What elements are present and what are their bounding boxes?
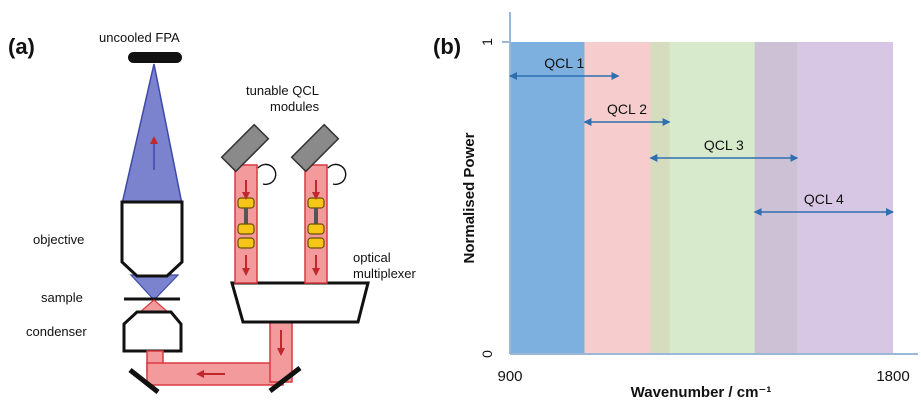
range-label-qcl-3: QCL 3 [704,137,744,153]
imaging-beam-lower [129,274,180,301]
multiplexer-label-line1: optical [353,250,391,265]
fpa-label: uncooled FPA [99,30,180,45]
panel-b-label: (b) [433,34,461,59]
range-label-qcl-2: QCL 2 [607,101,647,117]
condenser [122,310,183,353]
sample-label: sample [41,290,83,305]
objective [120,200,184,278]
objective-label: objective [33,232,84,247]
qcl-label-line2: modules [270,99,320,114]
y-tick-label-0: 0 [479,350,495,358]
qcl-lens-assembly-2 [307,197,325,249]
illumination-cone [138,299,170,313]
grating-1 [220,123,270,173]
panel-b: (b) 0 1 900 1800 Wavenumber / cm⁻¹ Normalised… [433,12,918,401]
grating-rotation-1 [257,163,277,186]
imaging-beam-upper [121,63,183,205]
panel-a-label: (a) [8,34,35,59]
optical-multiplexer [230,281,370,324]
panel-a: (a) uncooled FPA objective sample conden… [8,30,417,394]
qcl-label-line1: tunable QCL [246,83,319,98]
range-label-qcl-4: QCL 4 [804,191,844,207]
x-tick-label-1800: 1800 [876,368,909,385]
y-tick-label-1: 1 [479,38,495,46]
x-tick-label-900: 900 [497,368,522,385]
x-axis-title: Wavenumber / cm⁻¹ [631,384,772,401]
spectral-coverage-chart: 0 1 900 1800 Wavenumber / cm⁻¹ Normalised Pow… [461,12,918,401]
grating-2 [290,123,340,173]
qcl-lens-assembly-1 [237,197,255,249]
grating-rotation-2 [327,163,347,186]
band-qcl-4 [754,42,893,354]
y-axis-title: Normalised Power [461,132,478,263]
fpa-detector [128,52,182,63]
mirror-left [128,368,160,394]
range-label-qcl-1: QCL 1 [544,55,584,71]
band-qcl-1 [510,42,585,354]
condenser-label: condenser [26,324,87,339]
multiplexer-label-line2: multiplexer [353,266,417,281]
mirror-right [268,366,302,393]
